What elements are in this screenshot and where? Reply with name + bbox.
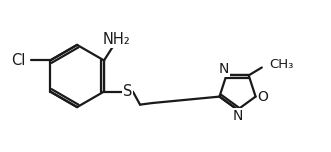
- Text: NH₂: NH₂: [103, 32, 130, 47]
- Text: S: S: [123, 84, 132, 99]
- Text: N: N: [232, 109, 243, 123]
- Text: O: O: [258, 90, 268, 104]
- Text: N: N: [218, 62, 229, 76]
- Text: Cl: Cl: [12, 53, 26, 68]
- Text: CH₃: CH₃: [269, 58, 294, 71]
